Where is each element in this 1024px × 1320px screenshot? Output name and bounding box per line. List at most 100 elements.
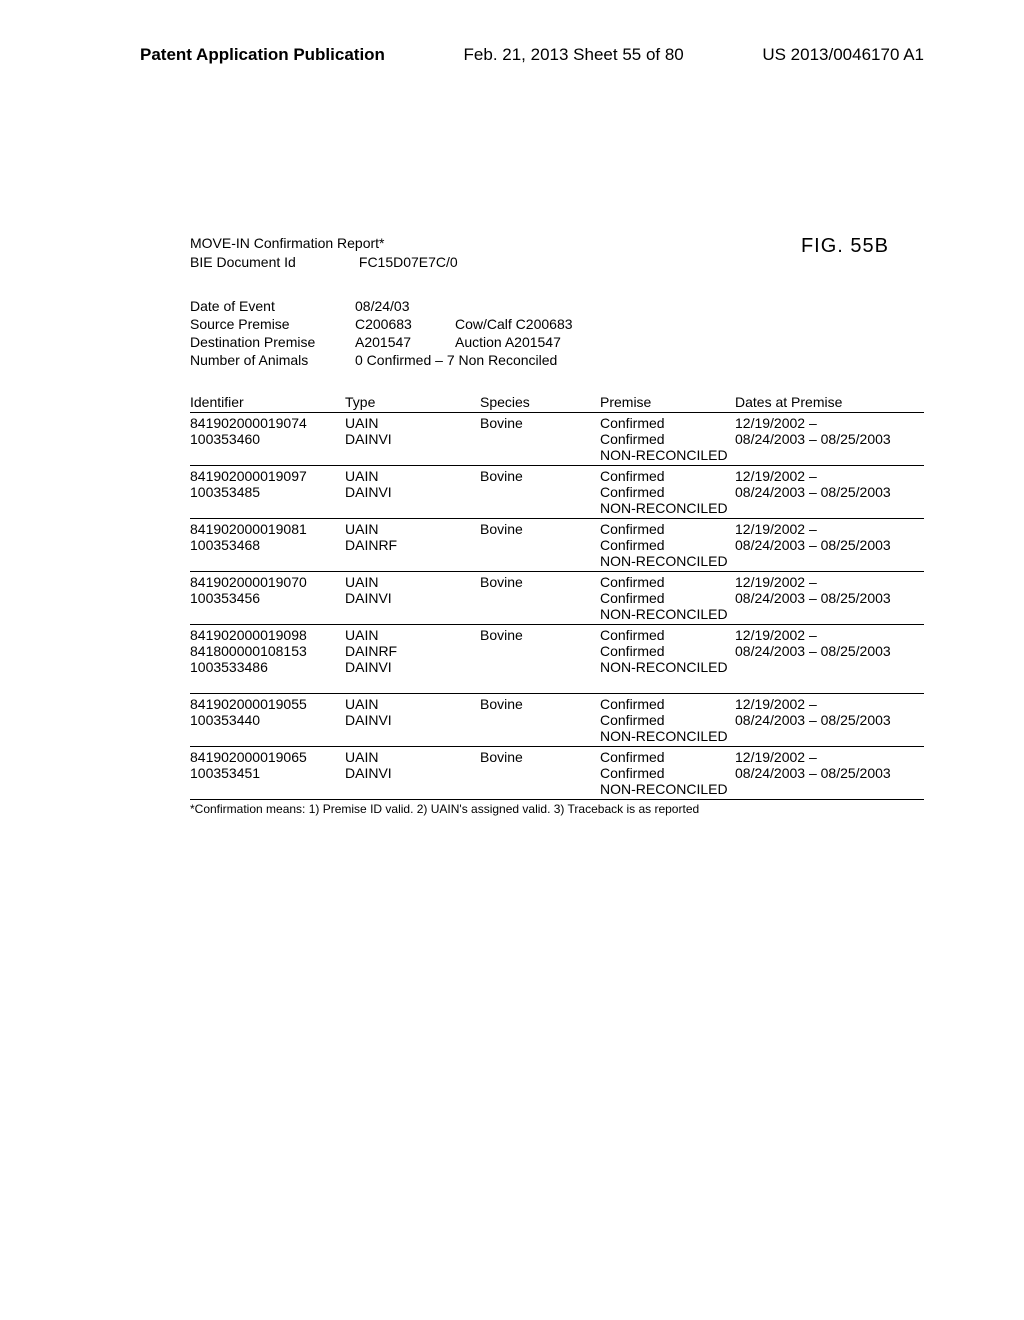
- cell-identifier: 841902000019055: [190, 696, 345, 712]
- cell-species: Bovine: [480, 749, 600, 765]
- cell-dates: 08/24/2003 – 08/25/2003: [735, 537, 924, 553]
- cell-species: [480, 537, 600, 553]
- cell-dates: 08/24/2003 – 08/25/2003: [735, 712, 924, 728]
- table-group: 841902000019070UAINBovineConfirmed12/19/…: [190, 572, 924, 625]
- meta-row: Number of Animals0 Confirmed – 7 Non Rec…: [190, 352, 924, 368]
- footnote: *Confirmation means: 1) Premise ID valid…: [190, 802, 924, 816]
- cell-species: [480, 606, 600, 622]
- cell-species: [480, 553, 600, 569]
- meta-value-1: 08/24/03: [355, 298, 455, 314]
- cell-identifier: 100353468: [190, 537, 345, 553]
- meta-row: Source PremiseC200683Cow/Calf C200683: [190, 316, 924, 332]
- cell-dates: 08/24/2003 – 08/25/2003: [735, 484, 924, 500]
- cell-premise: NON-RECONCILED: [600, 606, 735, 622]
- cell-identifier: 100353451: [190, 765, 345, 781]
- cell-premise: Confirmed: [600, 574, 735, 590]
- cell-type: DAINRF: [345, 643, 480, 659]
- cell-dates: 12/19/2002 –: [735, 696, 924, 712]
- cell-type: UAIN: [345, 415, 480, 431]
- cell-type: DAINVI: [345, 712, 480, 728]
- cell-premise: [600, 675, 735, 691]
- cell-identifier: 100353440: [190, 712, 345, 728]
- cell-species: [480, 484, 600, 500]
- cell-dates: 12/19/2002 –: [735, 749, 924, 765]
- table-row: NON-RECONCILED: [190, 606, 924, 622]
- cell-premise: Confirmed: [600, 749, 735, 765]
- cell-identifier: 100353460: [190, 431, 345, 447]
- cell-species: [480, 500, 600, 516]
- figure-label: FIG. 55B: [801, 235, 889, 258]
- cell-type: DAINVI: [345, 431, 480, 447]
- table-group: 841902000019055UAINBovineConfirmed12/19/…: [190, 694, 924, 747]
- report-header-row: MOVE-IN Confirmation Report* BIE Documen…: [190, 235, 924, 270]
- doc-id-label: BIE Document Id: [190, 254, 355, 270]
- cell-type: UAIN: [345, 627, 480, 643]
- cell-type: UAIN: [345, 696, 480, 712]
- page-header: Patent Application Publication Feb. 21, …: [0, 0, 1024, 85]
- cell-type: UAIN: [345, 521, 480, 537]
- header-left: Patent Application Publication: [140, 45, 385, 65]
- table-row: 100353456DAINVI Confirmed08/24/2003 – 08…: [190, 590, 924, 606]
- col-header-species: Species: [480, 394, 600, 410]
- table-body: 841902000019074UAINBovineConfirmed12/19/…: [190, 413, 924, 800]
- table-group: 841902000019081UAINBovineConfirmed12/19/…: [190, 519, 924, 572]
- table-group: 841902000019098UAINBovineConfirmed12/19/…: [190, 625, 924, 694]
- meta-value-2: 0 Confirmed – 7 Non Reconciled: [355, 352, 557, 368]
- cell-premise: Confirmed: [600, 765, 735, 781]
- cell-premise: NON-RECONCILED: [600, 781, 735, 797]
- cell-species: Bovine: [480, 627, 600, 643]
- table-group: 841902000019065UAINBovineConfirmed12/19/…: [190, 747, 924, 800]
- cell-identifier: [190, 553, 345, 569]
- cell-type: [345, 447, 480, 463]
- cell-species: [480, 431, 600, 447]
- col-header-identifier: Identifier: [190, 394, 345, 410]
- cell-type: DAINVI: [345, 765, 480, 781]
- cell-species: Bovine: [480, 521, 600, 537]
- cell-species: [480, 712, 600, 728]
- meta-block: Date of Event08/24/03Source PremiseC2006…: [190, 298, 924, 368]
- data-table: Identifier Type Species Premise Dates at…: [190, 394, 924, 800]
- cell-dates: 08/24/2003 – 08/25/2003: [735, 590, 924, 606]
- cell-species: [480, 447, 600, 463]
- cell-premise: Confirmed: [600, 521, 735, 537]
- cell-identifier: [190, 500, 345, 516]
- table-row: 100353468DAINRF Confirmed08/24/2003 – 08…: [190, 537, 924, 553]
- table-row: 100353440DAINVI Confirmed08/24/2003 – 08…: [190, 712, 924, 728]
- cell-identifier: 841902000019097: [190, 468, 345, 484]
- meta-value-2: Auction A201547: [455, 334, 561, 350]
- cell-type: [345, 606, 480, 622]
- cell-type: DAINVI: [345, 590, 480, 606]
- cell-species: Bovine: [480, 468, 600, 484]
- cell-species: [480, 765, 600, 781]
- table-row: 841902000019098UAINBovineConfirmed12/19/…: [190, 627, 924, 643]
- cell-species: [480, 643, 600, 659]
- cell-identifier: [190, 447, 345, 463]
- cell-premise: Confirmed: [600, 431, 735, 447]
- cell-dates: [735, 553, 924, 569]
- col-header-dates: Dates at Premise: [735, 394, 924, 410]
- cell-premise: Confirmed: [600, 643, 735, 659]
- cell-identifier: 100353456: [190, 590, 345, 606]
- meta-value-2: Cow/Calf C200683: [455, 316, 573, 332]
- cell-dates: 08/24/2003 – 08/25/2003: [735, 643, 924, 659]
- meta-label: Source Premise: [190, 316, 355, 332]
- cell-dates: 12/19/2002 –: [735, 415, 924, 431]
- cell-dates: [735, 447, 924, 463]
- cell-type: [345, 781, 480, 797]
- cell-identifier: 1003533486: [190, 659, 345, 675]
- cell-type: UAIN: [345, 574, 480, 590]
- cell-premise: Confirmed: [600, 696, 735, 712]
- cell-premise: Confirmed: [600, 537, 735, 553]
- cell-dates: 12/19/2002 –: [735, 574, 924, 590]
- table-row: 100353485DAINVI Confirmed08/24/2003 – 08…: [190, 484, 924, 500]
- cell-dates: [735, 781, 924, 797]
- cell-identifier: 841902000019065: [190, 749, 345, 765]
- cell-identifier: 841800000108153: [190, 643, 345, 659]
- cell-premise: NON-RECONCILED: [600, 553, 735, 569]
- cell-dates: [735, 606, 924, 622]
- table-group: 841902000019074UAINBovineConfirmed12/19/…: [190, 413, 924, 466]
- cell-dates: [735, 659, 924, 675]
- cell-species: [480, 781, 600, 797]
- table-row: [190, 675, 924, 691]
- cell-identifier: [190, 675, 345, 691]
